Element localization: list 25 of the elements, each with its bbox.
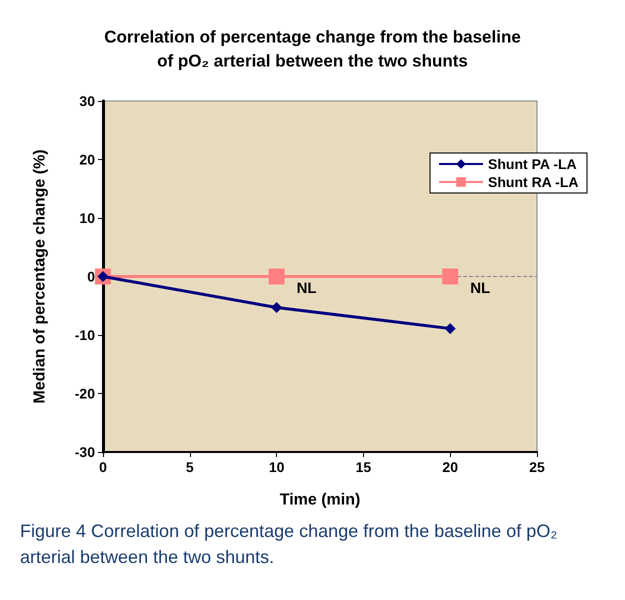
- y-tick-label: -30: [74, 444, 96, 460]
- point: [268, 268, 285, 284]
- y-tick-label: -10: [74, 327, 96, 343]
- point: [271, 302, 282, 314]
- y-tick-label: 0: [87, 268, 96, 284]
- point: [444, 323, 456, 334]
- annotation: NL: [470, 280, 490, 297]
- x-tick-label: 25: [529, 459, 545, 475]
- annotation: NL: [296, 280, 317, 297]
- x-tick-label: 5: [186, 459, 194, 475]
- x-tick-label: 0: [99, 459, 108, 475]
- legend-label: Shunt RA -LA: [488, 174, 578, 190]
- x-tick-label: 10: [268, 459, 285, 475]
- chart-title: Correlation of percentage change from the baseline of pO₂ arterial between the two shunts: [104, 28, 521, 70]
- point: [442, 268, 458, 284]
- y-tick-label: 20: [79, 152, 96, 168]
- x-tick-label: 15: [356, 459, 372, 475]
- x-tick-label: 20: [442, 459, 458, 475]
- caption: Figure 4 Correlation of percentage change from the baseline of pO₂ arterial between the two shunts.: [20, 521, 562, 567]
- y-tick-label: -20: [74, 386, 96, 402]
- y-axis-title: Median of percentage change (%): [32, 149, 48, 404]
- legend-label: Shunt PA -LA: [488, 156, 577, 172]
- y-tick-label: 30: [79, 93, 96, 109]
- y-tick-label: 10: [79, 210, 96, 226]
- x-axis-title: Time (min): [280, 492, 360, 508]
